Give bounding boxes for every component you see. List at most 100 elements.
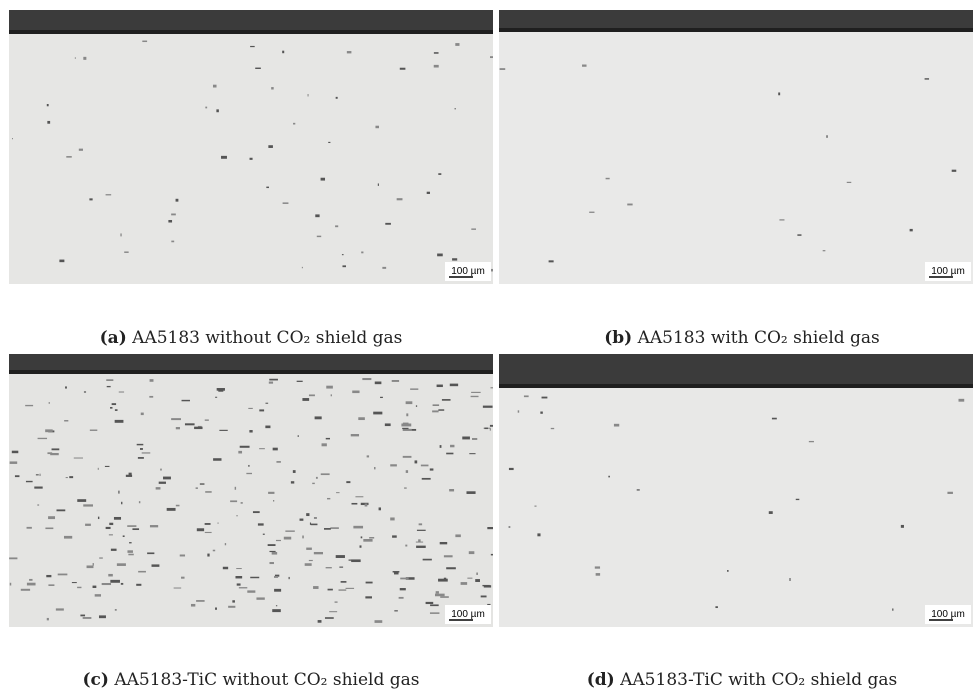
speck	[47, 104, 49, 106]
speck	[324, 528, 331, 530]
speck	[47, 121, 50, 124]
scale-label: 100 µm	[931, 266, 965, 277]
speck	[66, 156, 71, 157]
panel-label: (a)	[100, 328, 127, 348]
speck	[331, 394, 332, 396]
speck	[266, 187, 269, 188]
speck	[382, 267, 386, 269]
panel-label: (d)	[587, 670, 615, 690]
speck	[455, 534, 460, 537]
speck	[401, 423, 411, 426]
speck	[136, 584, 141, 586]
speck	[239, 587, 247, 588]
speck	[336, 555, 345, 558]
speck	[176, 505, 180, 507]
speck	[250, 577, 259, 578]
speck	[446, 567, 456, 569]
speck	[440, 596, 449, 598]
speck	[259, 409, 264, 411]
speck	[442, 399, 451, 401]
speck	[196, 487, 198, 489]
speck	[106, 194, 112, 195]
speck	[274, 576, 278, 578]
speck	[167, 508, 176, 511]
speck	[276, 540, 281, 541]
speck	[500, 68, 506, 70]
speck	[315, 214, 319, 217]
speck	[221, 156, 227, 159]
speck	[273, 500, 274, 501]
speck	[237, 583, 241, 585]
panel-label: (b)	[604, 328, 632, 348]
speck	[250, 46, 255, 47]
speck	[108, 574, 113, 577]
speck	[213, 550, 215, 552]
speck	[171, 241, 174, 243]
speck	[440, 542, 447, 544]
speck	[595, 566, 600, 568]
speck	[129, 473, 132, 475]
speck	[769, 511, 773, 514]
speck	[47, 452, 52, 454]
speck	[191, 604, 195, 607]
speck	[469, 551, 475, 554]
speck	[213, 85, 217, 88]
speck	[358, 417, 365, 420]
speck	[312, 483, 315, 484]
speck	[524, 395, 529, 397]
figure: 100 µm 100 µm 100 µm 100 µm (a) AA5183 w…	[0, 0, 973, 691]
speck	[412, 429, 417, 431]
speck	[403, 429, 412, 431]
speck	[12, 451, 19, 454]
speck	[238, 451, 242, 454]
background	[499, 10, 973, 284]
speck	[80, 615, 85, 617]
speck	[84, 391, 86, 393]
speck	[321, 473, 330, 475]
band-edge	[499, 28, 973, 32]
speck	[268, 145, 273, 148]
speck	[284, 537, 291, 540]
speck	[365, 504, 368, 507]
speck	[365, 596, 372, 598]
speck	[128, 554, 133, 556]
micrograph: 100 µm	[9, 10, 493, 284]
speck	[118, 491, 119, 494]
speck	[256, 597, 264, 599]
speck	[367, 455, 369, 457]
speck	[326, 567, 332, 568]
speck	[309, 560, 313, 561]
speck	[378, 183, 379, 185]
speck	[374, 467, 375, 469]
speck	[715, 606, 717, 608]
speck	[823, 250, 826, 251]
speck	[305, 563, 312, 566]
speck	[421, 465, 429, 467]
speck	[342, 265, 346, 267]
band-edge	[9, 30, 493, 34]
caption-text: AA5183-TiC without CO₂ shield gas	[114, 670, 419, 690]
speck	[49, 402, 50, 403]
speck	[772, 418, 777, 420]
speck	[291, 481, 294, 483]
speck	[302, 398, 309, 401]
speck	[434, 52, 439, 54]
speck	[160, 469, 162, 471]
speck	[15, 475, 20, 477]
panel-label: (c)	[83, 670, 109, 690]
speck	[452, 258, 457, 260]
speck	[127, 550, 132, 553]
speck	[269, 382, 273, 384]
speck	[124, 251, 128, 252]
speck	[596, 573, 600, 576]
speck	[430, 604, 439, 606]
caption-text: AA5183 with CO₂ shield gas	[638, 328, 880, 348]
speck	[430, 612, 439, 614]
speck	[325, 617, 334, 619]
speck	[321, 178, 325, 181]
speck	[426, 602, 434, 604]
speck	[549, 260, 554, 262]
speck	[106, 527, 111, 529]
speck	[892, 608, 893, 610]
speck	[123, 535, 125, 537]
